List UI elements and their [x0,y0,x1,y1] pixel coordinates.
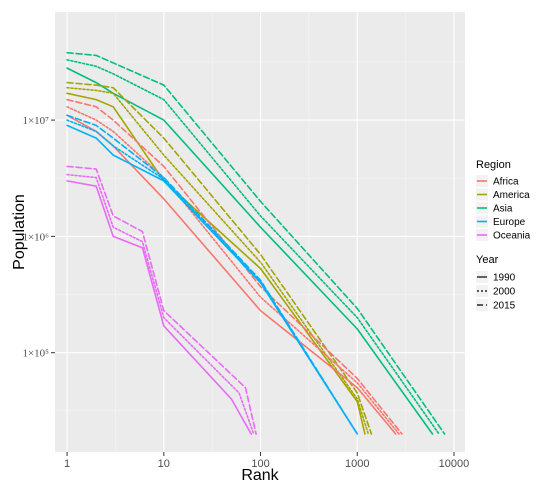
y-axis-ticks: 1×10⁵ 1×10⁶ 1×10⁷ [22,115,55,360]
series-line-oceania-2015 [66,165,257,435]
x-axis-ticks: 1 10 100 1000 10000 [64,452,469,470]
legend-label-africa: Africa [493,177,519,188]
major-grid [55,12,465,452]
series-line-america-2000 [66,86,370,435]
legend-label-asia: Asia [493,204,513,215]
color-legend-title: Region [476,159,511,171]
legend-label-1990: 1990 [493,273,516,284]
x-tick-label: 1000 [345,458,369,470]
color-legend: Region Africa America Asia Europe Oceania [476,159,531,242]
legend-label-2000: 2000 [493,287,516,298]
series-line-america-2015 [66,81,373,435]
series-line-asia-2000 [66,59,440,435]
x-tick-label: 10000 [439,458,470,470]
linetype-legend-title: Year [476,254,499,266]
x-tick-label: 100 [251,458,269,470]
series-line-asia-2015 [66,51,446,435]
series-line-africa-2015 [66,98,403,435]
linetype-legend: Year 1990 2000 2015 [476,254,516,312]
series-line-europe-2015 [66,114,359,435]
legend-label-oceania: Oceania [493,231,531,242]
x-axis-title: Rank [241,467,279,484]
x-tick-label: 10 [158,458,170,470]
y-axis-title: Population [11,194,28,270]
series-line-oceania-2000 [66,173,255,435]
series-layer [66,51,446,435]
legend-label-america: America [493,190,530,201]
y-tick-label: 1×10⁵ [22,348,49,360]
series-line-oceania-1990 [66,180,252,435]
y-tick-label: 1×10⁷ [22,115,49,127]
x-tick-label: 1 [64,458,70,470]
y-tick-label: 1×10⁶ [22,231,49,243]
series-line-asia-1990 [66,67,434,435]
legend-label-2015: 2015 [493,301,516,312]
legend-label-europe: Europe [493,217,526,228]
